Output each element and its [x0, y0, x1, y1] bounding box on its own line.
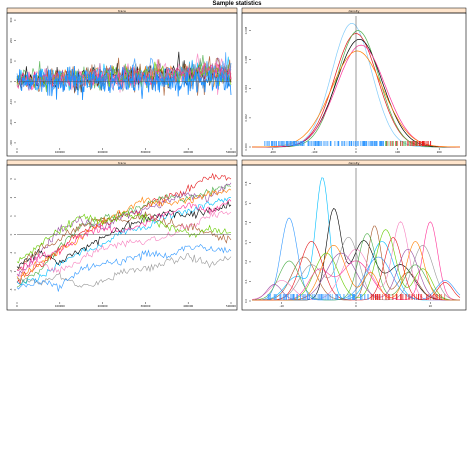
y-tick-label: -100	[9, 99, 13, 105]
x-tick-label: 100000	[55, 304, 65, 308]
panel-3: trace 0 100000 200000 300000 400000 500000 -3 -2…	[6, 159, 238, 311]
trace-line	[16, 196, 232, 286]
y-tick-label: 0	[9, 233, 13, 235]
x-tick-label: 300000	[140, 150, 150, 154]
y-tick-label: 0.004	[244, 85, 248, 93]
x-tick-label: 400000	[183, 304, 193, 308]
y-tick-label: 0.008	[244, 26, 248, 34]
y-tick-label: -300	[9, 140, 13, 146]
panel-4: density -10 0 10 0.0 0.1 0.2 0.3 0.4 0.5 0.6	[241, 159, 467, 311]
trace-line	[16, 188, 232, 282]
y-tick-label: 0.006	[244, 56, 248, 64]
x-tick-label: 100000	[55, 150, 65, 154]
x-tick-label: 200000	[98, 304, 108, 308]
x-tick-label: 500000	[226, 150, 236, 154]
trace-line	[16, 182, 232, 277]
x-tick-label: 0	[16, 304, 18, 308]
y-tick-label: 0.1	[244, 279, 248, 283]
trace-line	[16, 244, 232, 292]
trace-line	[16, 183, 232, 288]
x-tick-label: -10	[280, 304, 285, 308]
x-tick-label: 200000	[98, 150, 108, 154]
x-tick-label: -200	[270, 150, 276, 154]
y-tick-label: 300	[9, 17, 13, 22]
x-tick-label: 0	[16, 150, 18, 154]
x-tick-label: 400000	[183, 150, 193, 154]
panel-strip-title: density	[349, 9, 360, 13]
trace-line	[16, 210, 232, 278]
y-tick-label: 0	[9, 80, 13, 82]
x-tick-label: 300000	[140, 304, 150, 308]
panel-strip-title: density	[349, 161, 360, 165]
x-tick-label: -100	[311, 150, 317, 154]
y-tick-label: 0.5	[244, 201, 248, 205]
y-tick-label: 0.4	[244, 220, 248, 224]
panel-frame	[241, 12, 467, 157]
y-tick-label: 100	[9, 58, 13, 63]
y-tick-label: -3	[9, 288, 13, 291]
panel-frame	[6, 164, 238, 311]
panel-frame	[6, 12, 238, 157]
trace-line	[16, 253, 232, 288]
page-title: Sample statistics	[212, 1, 262, 7]
y-tick-label: 0.3	[244, 240, 248, 244]
y-tick-label: -2	[9, 270, 13, 273]
y-tick-label: 200	[9, 38, 13, 43]
x-tick-label: 0	[355, 150, 357, 154]
y-tick-label: 0.6	[244, 181, 248, 185]
y-tick-label: 0.0	[244, 299, 248, 303]
y-tick-label: 1	[9, 215, 13, 217]
y-tick-label: 0.000	[244, 143, 248, 151]
y-tick-label: 0.002	[244, 114, 248, 122]
x-tick-label: 0	[355, 304, 357, 308]
panel-strip-title: trace	[118, 161, 126, 165]
panel-strip-title: trace	[118, 9, 126, 13]
y-tick-label: -200	[9, 119, 13, 125]
x-tick-label: 10	[429, 304, 433, 308]
x-tick-label: 200	[437, 150, 442, 154]
y-tick-label: -1	[9, 251, 13, 254]
y-tick-label: 0.2	[244, 259, 248, 263]
trace-line	[16, 199, 232, 272]
x-tick-label: 500000	[226, 304, 236, 308]
y-tick-label: 2	[9, 196, 13, 198]
x-tick-label: 100	[395, 150, 400, 154]
trace-line	[16, 211, 232, 264]
trace-line	[16, 211, 232, 271]
trace-line	[16, 200, 232, 270]
panel-2: density -200 -100 0 100 200 0.000 0.002 0.004 0.0…	[241, 7, 467, 157]
panel-frame	[241, 164, 467, 311]
y-tick-label: 3	[9, 178, 13, 180]
panel-1: trace 0 100000 200000 300000 400000 500000 -300…	[6, 7, 238, 157]
